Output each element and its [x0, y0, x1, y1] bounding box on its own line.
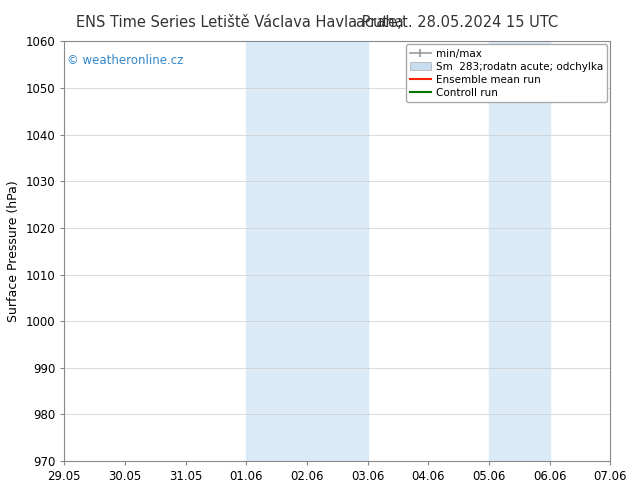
Bar — [489, 41, 550, 461]
Text: © weatheronline.cz: © weatheronline.cz — [67, 54, 183, 67]
Legend: min/max, Sm  283;rodatn acute; odchylka, Ensemble mean run, Controll run: min/max, Sm 283;rodatn acute; odchylka, … — [406, 45, 607, 102]
Text: acute;t. 28.05.2024 15 UTC: acute;t. 28.05.2024 15 UTC — [356, 15, 558, 30]
Text: ENS Time Series Letiště Václava Havla Praha: ENS Time Series Letiště Václava Havla Pr… — [76, 15, 404, 30]
Y-axis label: Surface Pressure (hPa): Surface Pressure (hPa) — [7, 180, 20, 322]
Bar — [246, 41, 368, 461]
